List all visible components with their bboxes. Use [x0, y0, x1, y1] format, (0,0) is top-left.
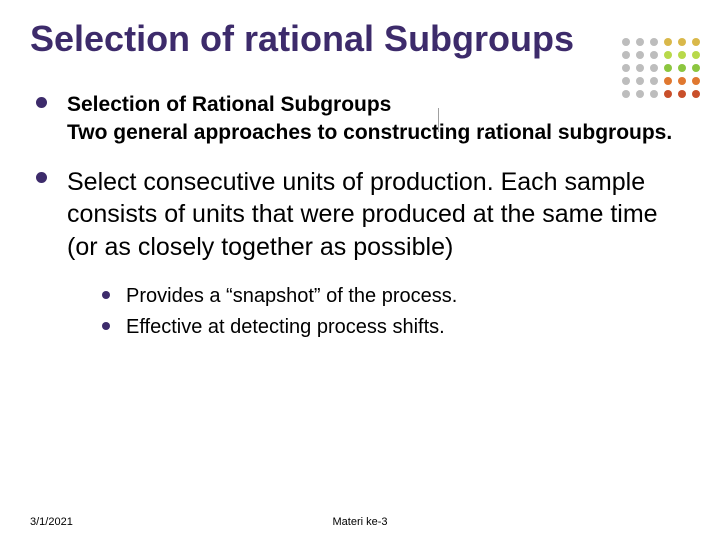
- sub-bullet-text: Effective at detecting process shifts.: [126, 314, 445, 341]
- decor-dot-icon: [650, 64, 658, 72]
- bullet-item: Select consecutive units of production. …: [30, 166, 690, 264]
- decor-dot-icon: [636, 64, 644, 72]
- bullet-marker-icon: [36, 97, 47, 108]
- sub-bullet-marker-icon: [102, 322, 110, 330]
- decor-dot-icon: [664, 90, 672, 98]
- decor-dot-icon: [636, 77, 644, 85]
- dot-row: [580, 38, 700, 46]
- decor-dot-icon: [622, 64, 630, 72]
- decor-dot-icon: [650, 90, 658, 98]
- decor-dot-icon: [692, 64, 700, 72]
- sub-bullet-list: Provides a “snapshot” of the process. Ef…: [102, 283, 690, 341]
- sub-bullet-item: Effective at detecting process shifts.: [102, 314, 690, 341]
- decor-dot-icon: [622, 90, 630, 98]
- decor-dot-icon: [678, 77, 686, 85]
- sub-bullet-item: Provides a “snapshot” of the process.: [102, 283, 690, 310]
- bullet-body: Select consecutive units of production. …: [67, 166, 690, 264]
- decor-dot-icon: [678, 64, 686, 72]
- content-area: Selection of Rational Subgroups Two gene…: [30, 91, 690, 341]
- bullet-text: Two general approaches to constructing r…: [67, 119, 672, 146]
- title-divider: [438, 108, 439, 132]
- footer: 3/1/2021 Materi ke-3: [30, 516, 690, 528]
- dot-row: [580, 90, 700, 98]
- decor-dot-icon: [650, 77, 658, 85]
- bullet-text: Select consecutive units of production. …: [67, 166, 690, 264]
- decor-dot-icon: [636, 51, 644, 59]
- decor-dot-icon: [622, 77, 630, 85]
- decor-dot-icon: [622, 51, 630, 59]
- decor-dot-grid: [580, 38, 700, 103]
- decor-dot-icon: [678, 38, 686, 46]
- decor-dot-icon: [692, 38, 700, 46]
- dot-row: [580, 77, 700, 85]
- decor-dot-icon: [650, 51, 658, 59]
- footer-date: 3/1/2021: [30, 516, 73, 528]
- decor-dot-icon: [692, 77, 700, 85]
- decor-dot-icon: [664, 51, 672, 59]
- decor-dot-icon: [664, 38, 672, 46]
- sub-bullet-marker-icon: [102, 291, 110, 299]
- dot-row: [580, 51, 700, 59]
- slide: Selection of rational Subgroups Selectio…: [0, 0, 720, 540]
- decor-dot-icon: [664, 77, 672, 85]
- decor-dot-icon: [664, 64, 672, 72]
- decor-dot-icon: [692, 90, 700, 98]
- bullet-marker-icon: [36, 172, 47, 183]
- decor-dot-icon: [636, 38, 644, 46]
- decor-dot-icon: [678, 90, 686, 98]
- sub-bullet-text: Provides a “snapshot” of the process.: [126, 283, 457, 310]
- decor-dot-icon: [692, 51, 700, 59]
- decor-dot-icon: [622, 38, 630, 46]
- decor-dot-icon: [678, 51, 686, 59]
- footer-center: Materi ke-3: [332, 516, 387, 528]
- decor-dot-icon: [650, 38, 658, 46]
- dot-row: [580, 64, 700, 72]
- decor-dot-icon: [636, 90, 644, 98]
